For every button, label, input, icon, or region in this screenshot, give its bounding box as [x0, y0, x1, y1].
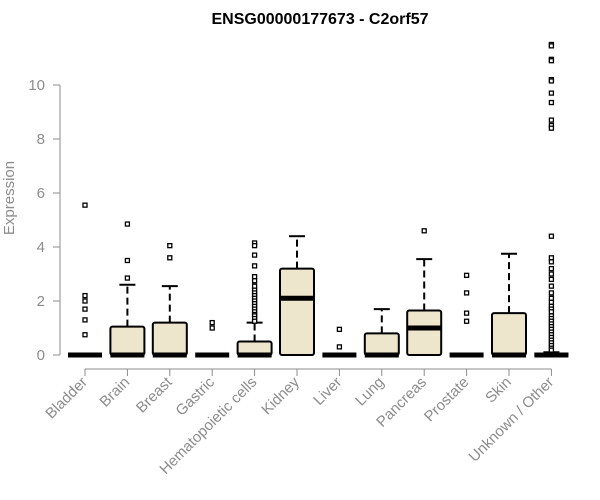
outlier-point — [463, 272, 470, 279]
outlier-point — [167, 242, 173, 249]
outlier-point — [209, 325, 215, 331]
box-liver — [322, 326, 357, 358]
box-kidney — [279, 235, 315, 357]
x-tick-label: Liver — [310, 374, 345, 409]
box-unknown-other — [534, 41, 569, 358]
iqr-box — [109, 325, 146, 356]
outlier-point — [463, 290, 470, 296]
iqr-box — [279, 267, 315, 357]
x-tick-label: Prostate — [421, 374, 473, 426]
iqr-box — [491, 312, 527, 356]
outlier-point — [548, 265, 555, 272]
outlier-point — [548, 117, 555, 123]
x-tick-label: Skin — [482, 374, 515, 407]
outlier-point — [251, 263, 258, 269]
outlier-point — [251, 283, 258, 289]
y-tick-label: 10 — [28, 77, 45, 94]
box-breast — [151, 242, 188, 358]
box-skin — [491, 252, 527, 358]
outlier-point — [251, 252, 258, 258]
outlier-point — [251, 318, 258, 324]
box-brain — [109, 221, 146, 358]
outlier-point — [548, 43, 555, 49]
outlier-point — [548, 58, 555, 64]
y-tick-label: 2 — [37, 293, 45, 310]
outlier-point — [82, 202, 88, 208]
outlier-point — [124, 275, 131, 281]
outlier-point — [548, 283, 555, 289]
outlier-point — [124, 221, 131, 227]
outlier-point — [548, 271, 555, 277]
iqr-box — [151, 321, 188, 357]
y-tick-label: 4 — [37, 239, 45, 256]
outlier-point — [421, 228, 427, 234]
outlier-point — [82, 292, 88, 299]
outlier-point — [167, 255, 173, 261]
box-prostate — [449, 272, 484, 358]
outlier-point — [82, 298, 88, 304]
x-tick-label: Brain — [96, 374, 133, 411]
outlier-point — [548, 259, 555, 265]
box-hematopoietic-cells — [236, 240, 273, 358]
outlier-point — [82, 306, 88, 312]
box-series — [68, 41, 569, 358]
outlier-point — [82, 332, 88, 338]
box-lung — [363, 308, 400, 358]
iqr-box — [406, 309, 443, 357]
outlier-point — [336, 344, 343, 350]
outlier-point — [548, 347, 555, 353]
box-bladder — [68, 202, 102, 358]
box-gastric — [195, 319, 230, 358]
outlier-point — [548, 233, 555, 239]
outlier-point — [548, 90, 555, 96]
outlier-point — [548, 255, 555, 261]
outlier-point — [82, 317, 88, 323]
y-tick-label: 6 — [37, 185, 45, 202]
outlier-point — [336, 326, 343, 333]
outlier-point — [548, 99, 555, 106]
chart-title: ENSG00000177673 - C2orf57 — [211, 11, 428, 28]
y-axis-label: Expression — [1, 161, 18, 235]
outlier-point — [251, 278, 258, 284]
y-tick-label: 0 — [37, 347, 45, 364]
outlier-point — [548, 295, 555, 301]
outlier-point — [463, 310, 470, 316]
outlier-point — [124, 257, 131, 264]
outlier-point — [548, 290, 555, 296]
x-tick-label: Bladder — [42, 374, 91, 423]
iqr-box — [363, 332, 400, 356]
x-tick-label: Lung — [352, 374, 388, 410]
outlier-point — [548, 125, 555, 131]
box-pancreas — [406, 228, 443, 357]
y-tick-label: 8 — [37, 131, 45, 148]
outlier-point — [251, 242, 258, 249]
outlier-point — [548, 276, 555, 283]
outlier-point — [548, 78, 555, 84]
x-tick-label: Breast — [133, 373, 176, 416]
outlier-point — [209, 319, 215, 326]
outlier-point — [463, 318, 470, 324]
x-tick-label: Kidney — [258, 373, 303, 418]
y-axis: 0 2 4 6 8 10 — [28, 77, 61, 364]
outlier-point — [548, 309, 555, 315]
